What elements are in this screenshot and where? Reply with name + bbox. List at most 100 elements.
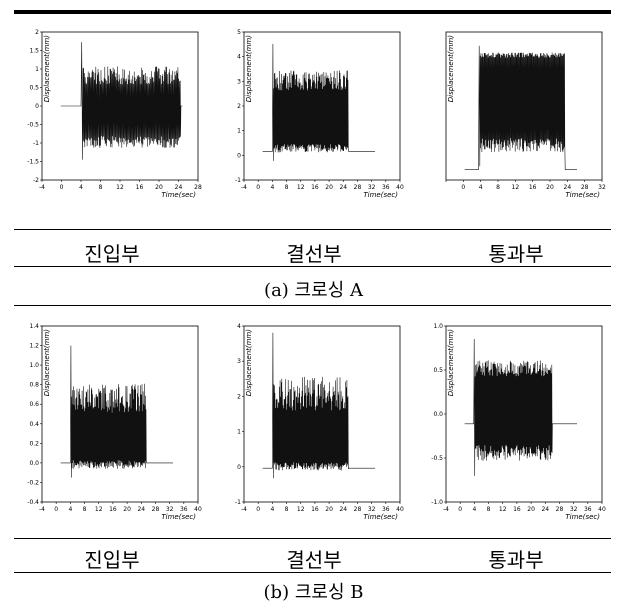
y-tick-label: 1 bbox=[35, 66, 39, 73]
x-tick-label: 24 bbox=[564, 184, 572, 191]
x-tick-label: 12 bbox=[297, 506, 305, 513]
x-axis-label: Time(sec) bbox=[161, 191, 196, 199]
x-tick-label: -4 bbox=[443, 506, 449, 513]
x-tick-label: 8 bbox=[83, 506, 87, 513]
x-tick-label: 20 bbox=[123, 506, 131, 513]
caption-a: (a) 크로싱 A bbox=[264, 280, 363, 301]
x-tick-label: 32 bbox=[166, 506, 174, 513]
x-tick-label: 40 bbox=[194, 506, 202, 513]
y-tick-label: 0.2 bbox=[29, 440, 39, 447]
x-tick-label: 28 bbox=[194, 184, 202, 191]
x-axis-label: Time(sec) bbox=[363, 513, 398, 521]
chart-b1: -4 0 4 8 12 16 20 24 28 32 36 40 -0.4 -0.2 0.0 0.2 0.4 0.… bbox=[20, 320, 204, 524]
y-tick-label: 2 bbox=[237, 393, 241, 400]
x-tick-label: 20 bbox=[527, 506, 535, 513]
x-tick-label: 16 bbox=[513, 506, 521, 513]
x-tick-label: 20 bbox=[155, 184, 163, 191]
x-tick-label: 16 bbox=[311, 184, 319, 191]
x-tick-label: 24 bbox=[137, 506, 145, 513]
y-tick-label: 1.0 bbox=[433, 323, 443, 330]
plot-frame bbox=[243, 325, 401, 503]
y-tick-label: -1.0 bbox=[431, 499, 443, 506]
y-tick-label: -1 bbox=[235, 499, 241, 506]
y-tick-label: 0.8 bbox=[29, 382, 39, 389]
x-tick-label: 32 bbox=[368, 506, 376, 513]
y-tick-label: -0.5 bbox=[431, 455, 443, 462]
x-tick-label: 28 bbox=[152, 506, 160, 513]
x-tick-label: 36 bbox=[382, 184, 390, 191]
x-tick-label: 4 bbox=[68, 506, 72, 513]
chart-a1: -4 0 4 8 12 16 20 24 28 -2 -1.5 -1 -0.5 0 0.5 1 1.5 2 Time… bbox=[20, 26, 204, 202]
x-tick-label: 36 bbox=[382, 506, 390, 513]
x-tick-label: 12 bbox=[297, 184, 305, 191]
top-rule bbox=[14, 10, 611, 14]
label-b-pass: 통과부 bbox=[488, 548, 544, 572]
y-tick-label: 0 bbox=[237, 464, 241, 471]
x-tick-label: -4 bbox=[241, 506, 247, 513]
y-tick-label: 1.2 bbox=[29, 343, 39, 350]
y-tick-label: 0.5 bbox=[29, 85, 39, 92]
x-tick-label: -4 bbox=[241, 184, 247, 191]
x-tick-label: 40 bbox=[598, 506, 606, 513]
y-tick-label: 2 bbox=[237, 103, 241, 110]
label-b-entry: 진입부 bbox=[84, 548, 140, 572]
y-tick-label: 2 bbox=[35, 29, 39, 36]
x-tick-label: 12 bbox=[95, 506, 103, 513]
x-tick-label: 24 bbox=[541, 506, 549, 513]
y-tick-label: 0.0 bbox=[29, 460, 39, 467]
x-tick-label: 20 bbox=[325, 184, 333, 191]
label-a-junction: 결선부 bbox=[286, 242, 342, 266]
x-tick-label: 0 bbox=[60, 184, 64, 191]
y-tick-label: -0.5 bbox=[27, 122, 39, 129]
y-tick-label: -2 bbox=[33, 177, 39, 184]
label-a-entry: 진입부 bbox=[84, 242, 140, 266]
x-tick-label: 12 bbox=[499, 506, 507, 513]
y-tick-label: 1 bbox=[237, 429, 241, 436]
y-tick-label: 1.5 bbox=[29, 48, 39, 55]
x-tick-label: 16 bbox=[529, 184, 537, 191]
chart-b3: -4 0 4 8 12 16 20 24 28 32 36 40 -1.0 -0.5 0.0 0.5 1.0 Ti… bbox=[424, 320, 608, 524]
x-tick-label: 36 bbox=[584, 506, 592, 513]
x-tick-label: 4 bbox=[472, 506, 476, 513]
x-tick-label: 24 bbox=[175, 184, 183, 191]
row-b-divider bbox=[14, 538, 611, 539]
x-tick-label: 0 bbox=[256, 184, 260, 191]
label-b-junction: 결선부 bbox=[286, 548, 342, 572]
y-tick-label: 0.4 bbox=[29, 421, 39, 428]
chart-a2: -4 0 4 8 12 16 20 24 28 32 36 40 -1 0 1 2 3 4 5 Time(sec) Di… bbox=[222, 26, 406, 202]
y-tick-label: 4 bbox=[237, 54, 241, 61]
x-tick-label: 8 bbox=[99, 184, 103, 191]
plot-frame bbox=[41, 325, 199, 503]
y-tick-label: 0.0 bbox=[433, 411, 443, 418]
x-tick-label: 24 bbox=[339, 506, 347, 513]
y-tick-label: -1 bbox=[235, 177, 241, 184]
displacement-series-line bbox=[60, 42, 183, 160]
y-tick-label: 3 bbox=[237, 358, 241, 365]
x-tick-label: 36 bbox=[180, 506, 188, 513]
y-tick-label: 0.6 bbox=[29, 401, 39, 408]
row-a-caption-rule bbox=[14, 266, 611, 267]
x-tick-label: 32 bbox=[570, 506, 578, 513]
y-axis-label: Displacement(mm) bbox=[43, 329, 51, 396]
y-axis-label: Displacement(mm) bbox=[447, 329, 455, 396]
row-a-divider bbox=[14, 229, 611, 230]
x-tick-label: 28 bbox=[581, 184, 589, 191]
x-tick-label: 4 bbox=[270, 184, 274, 191]
x-axis-label: Time(sec) bbox=[565, 191, 600, 199]
y-tick-label: 1.0 bbox=[29, 362, 39, 369]
x-tick-label: 32 bbox=[368, 184, 376, 191]
x-tick-label: 28 bbox=[354, 184, 362, 191]
x-tick-label: 8 bbox=[285, 184, 289, 191]
y-axis-label: Displacement(mm) bbox=[447, 35, 455, 102]
displacement-series-line bbox=[464, 338, 577, 476]
x-tick-label: 32 bbox=[598, 184, 606, 191]
row-a-bottom-rule bbox=[14, 305, 611, 306]
x-tick-label: 40 bbox=[396, 506, 404, 513]
caption-b: (b) 크로싱 B bbox=[263, 582, 364, 603]
plot-frame bbox=[445, 31, 603, 181]
displacement-series-line bbox=[262, 43, 375, 161]
y-axis-label: Displacement(mm) bbox=[245, 35, 253, 102]
x-tick-label: 4 bbox=[79, 184, 83, 191]
x-axis-label: Time(sec) bbox=[565, 513, 600, 521]
y-tick-label: 5 bbox=[237, 29, 241, 36]
